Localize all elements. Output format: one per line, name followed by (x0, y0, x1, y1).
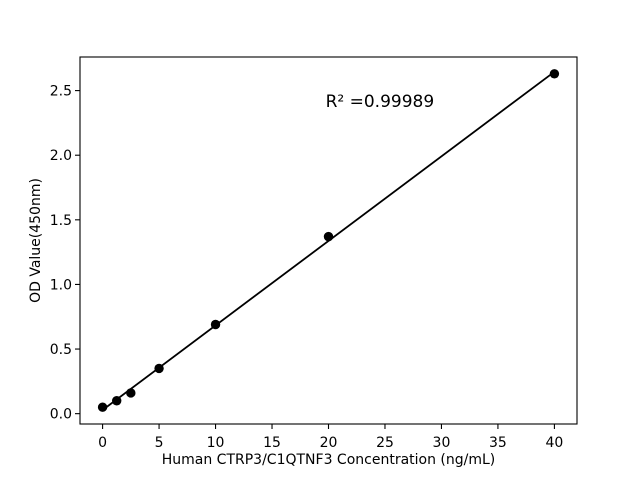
y-axis-tick-label: 2.0 (50, 148, 72, 164)
y-axis-tick-label: 2.5 (50, 84, 72, 100)
x-axis-tick-label: 15 (263, 435, 281, 451)
x-axis-tick-label: 20 (320, 435, 338, 451)
x-axis-tick-label: 10 (207, 435, 225, 451)
x-axis-label: Human CTRP3/C1QTNF3 Concentration (ng/mL… (162, 452, 496, 468)
data-point (323, 231, 334, 242)
x-axis-tick-label: 30 (433, 435, 451, 451)
data-point (154, 363, 164, 374)
x-axis-tick-label: 0 (98, 435, 107, 451)
x-axis-tick-label: 35 (489, 435, 507, 451)
y-axis-tick-label: 1.0 (50, 277, 72, 293)
data-point (549, 69, 560, 79)
data-point (210, 319, 221, 330)
x-axis-tick-label: 25 (376, 435, 394, 451)
data-point (97, 402, 108, 412)
y-axis-tick-label: 1.5 (50, 213, 72, 229)
y-axis-tick-label: 0.5 (50, 342, 72, 358)
x-axis-tick-label: 5 (155, 435, 164, 451)
r-squared-annotation: R² =0.99989 (326, 92, 435, 112)
y-axis-label: OD Value(450nm) (28, 178, 44, 303)
x-axis-tick-label: 40 (545, 435, 563, 451)
data-point (112, 396, 122, 406)
y-axis-tick-label: 0.0 (50, 407, 72, 423)
data-point (126, 388, 136, 398)
